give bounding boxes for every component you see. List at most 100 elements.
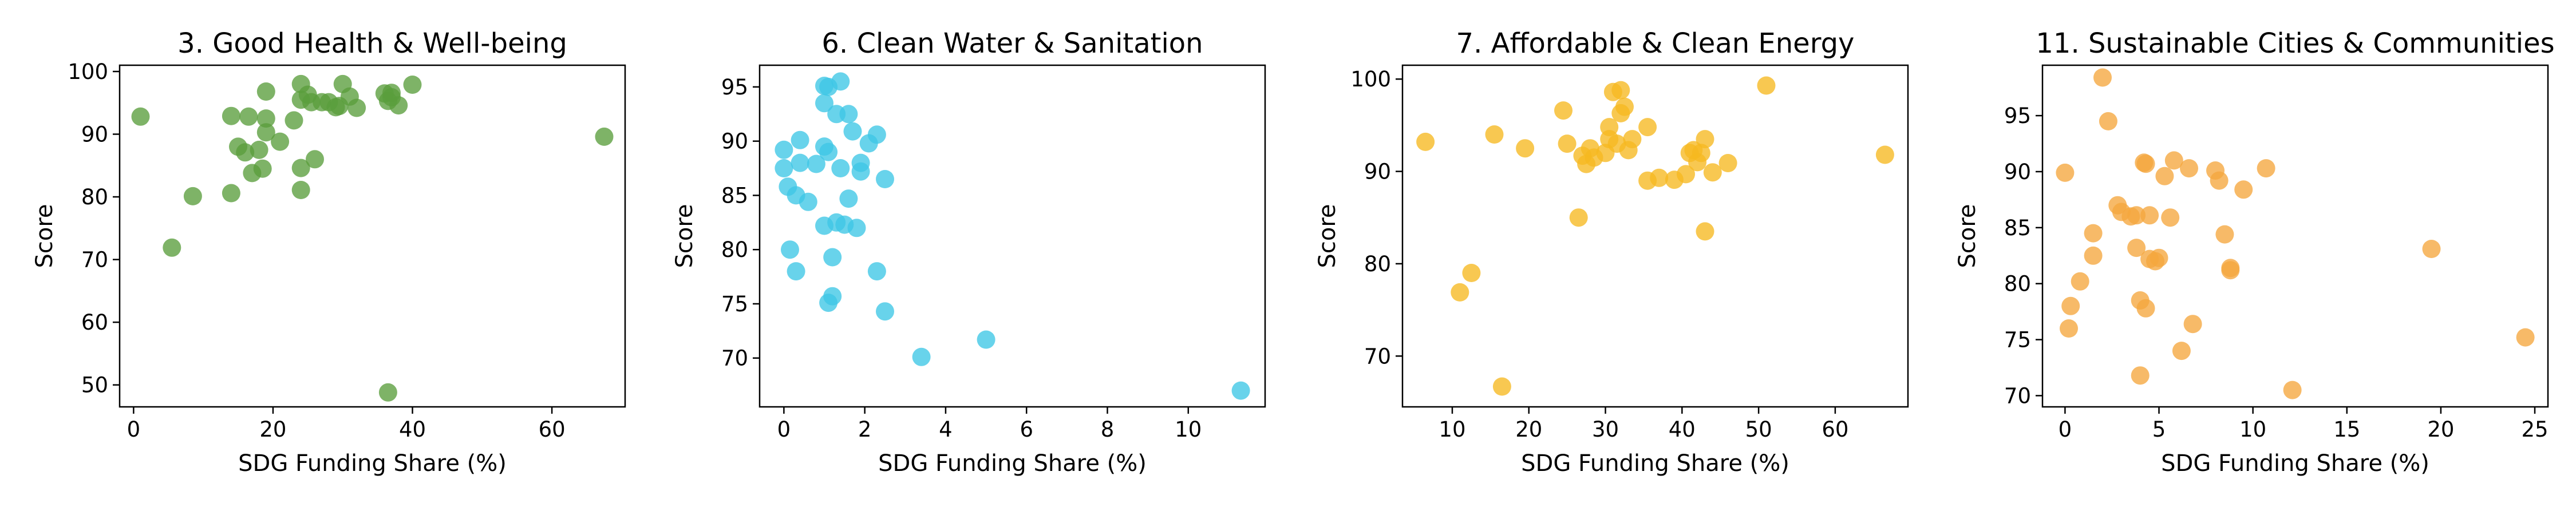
- x-tick-label: 0: [127, 417, 141, 442]
- y-tick-label: 75: [721, 292, 748, 316]
- data-point: [823, 287, 842, 306]
- data-point: [131, 107, 150, 126]
- y-axis-label: Score: [671, 204, 698, 268]
- data-point: [2093, 68, 2112, 87]
- data-point: [2127, 206, 2146, 225]
- y-axis-label: Score: [1314, 204, 1341, 268]
- x-tick-label: 25: [2521, 417, 2548, 442]
- data-point: [2071, 272, 2089, 291]
- data-point: [285, 111, 303, 130]
- panel-title: 6. Clean Water & Sanitation: [821, 27, 1203, 60]
- x-tick-label: 20: [2427, 417, 2454, 442]
- y-tick-label: 90: [81, 122, 108, 146]
- data-point: [1558, 134, 1577, 153]
- y-tick-label: 85: [721, 183, 748, 208]
- data-point: [831, 159, 850, 177]
- x-tick-label: 60: [539, 417, 566, 442]
- y-axis-label: Score: [31, 204, 58, 268]
- data-point: [291, 159, 310, 177]
- data-point: [239, 107, 258, 126]
- data-point: [2099, 112, 2117, 130]
- data-point: [2127, 239, 2146, 258]
- data-point: [256, 82, 275, 101]
- x-tick-label: 60: [1822, 417, 1848, 442]
- x-axis-label: SDG Funding Share (%): [878, 450, 1147, 477]
- x-tick-label: 10: [2239, 417, 2266, 442]
- plot-frame: [1401, 64, 1909, 408]
- data-point: [595, 127, 614, 146]
- data-point: [775, 140, 793, 159]
- y-tick-label: 100: [68, 60, 108, 84]
- points: [775, 72, 1250, 400]
- data-point: [222, 184, 240, 203]
- x-tick-label: 0: [777, 417, 791, 442]
- data-point: [2422, 240, 2441, 258]
- data-point: [403, 76, 422, 94]
- panel-1: 0 20 40 60 50 60 70 80 90 100 3. Good Health & Wel…: [31, 27, 626, 477]
- y-tick-label: 80: [721, 237, 748, 262]
- data-point: [847, 219, 866, 237]
- data-point: [2084, 246, 2103, 265]
- data-point: [1554, 101, 1573, 120]
- data-point: [1569, 208, 1588, 227]
- data-point: [2084, 224, 2103, 243]
- data-point: [2061, 296, 2080, 315]
- x-tick-label: 30: [1592, 417, 1619, 442]
- data-point: [2161, 208, 2180, 227]
- panel-2: 0 2 4 6 8 10 70 75 80 85 90 95 6. Clean Water & Sani…: [671, 27, 1266, 477]
- y-tick-label: 80: [1364, 252, 1391, 276]
- data-point: [1492, 377, 1511, 396]
- points: [131, 74, 614, 402]
- data-point: [1485, 125, 1504, 144]
- data-point: [389, 96, 408, 115]
- y-tick-label: 70: [2004, 383, 2031, 408]
- data-point: [839, 189, 858, 208]
- data-point: [183, 187, 202, 205]
- points: [1416, 76, 1894, 396]
- data-point: [1638, 118, 1657, 137]
- data-point: [1516, 139, 1535, 158]
- panel-4: 0 5 10 15 20 25 70 75 80 85 90 95 11. Sustainable Ci…: [1954, 27, 2555, 477]
- data-point: [799, 192, 817, 211]
- data-point: [2234, 180, 2253, 199]
- data-point: [256, 123, 275, 142]
- data-point: [787, 262, 805, 281]
- x-tick-label: 5: [2152, 417, 2166, 442]
- points: [2056, 68, 2535, 399]
- data-point: [775, 159, 793, 177]
- data-point: [2136, 299, 2155, 318]
- x-tick-label: 40: [1669, 417, 1696, 442]
- x-tick-label: 2: [858, 417, 872, 442]
- plot-frame: [118, 64, 626, 408]
- data-point: [1416, 132, 1435, 151]
- x-tick-label: 15: [2333, 417, 2360, 442]
- data-point: [2180, 159, 2198, 178]
- panel-3: 10 20 30 40 50 60 70 80 90 100 7. Affordable & Cle…: [1314, 27, 1909, 477]
- y-axis-label: Score: [1954, 204, 1981, 268]
- data-point: [1231, 381, 1250, 400]
- data-point: [256, 109, 275, 128]
- data-point: [306, 150, 324, 169]
- data-point: [1650, 168, 1669, 187]
- data-point: [253, 159, 272, 178]
- data-point: [1692, 144, 1710, 163]
- x-tick-label: 50: [1745, 417, 1772, 442]
- x-axis-label: SDG Funding Share (%): [1521, 450, 1789, 477]
- data-point: [867, 125, 886, 144]
- data-point: [2210, 171, 2229, 190]
- data-point: [781, 240, 799, 259]
- data-point: [271, 132, 290, 151]
- data-point: [819, 142, 838, 161]
- data-point: [831, 72, 850, 91]
- y-tick-label: 90: [1364, 160, 1391, 184]
- y-tick-label: 95: [2004, 104, 2031, 128]
- data-point: [2150, 248, 2168, 267]
- x-tick-label: 10: [1439, 417, 1465, 442]
- y-tick-label: 100: [1350, 67, 1391, 92]
- data-point: [1696, 222, 1714, 241]
- y-tick-label: 60: [81, 310, 108, 335]
- data-point: [815, 94, 833, 113]
- data-point: [347, 98, 366, 117]
- data-point: [2164, 151, 2183, 170]
- data-point: [2136, 154, 2155, 173]
